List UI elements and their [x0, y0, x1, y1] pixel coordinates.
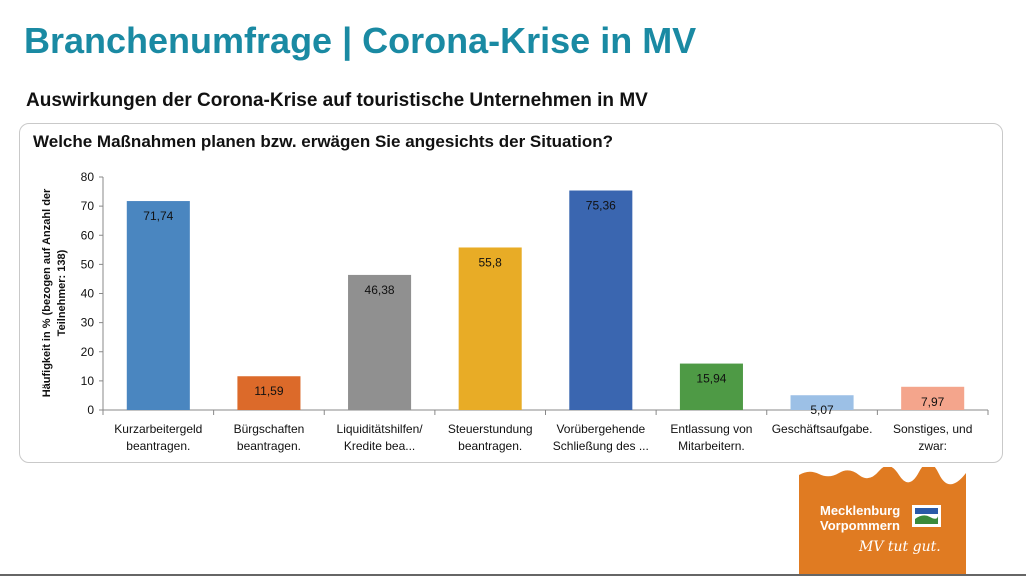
y-tick-label: 30 [81, 316, 95, 330]
logo-background [799, 467, 966, 576]
x-tick-label: Schließung des ... [553, 439, 649, 453]
data-label: 7,97 [921, 395, 945, 409]
logo-line2: Vorpommern [820, 518, 900, 533]
y-axis-label: Teilnehmer: 138) [56, 249, 68, 336]
x-tick-label: beantragen. [126, 439, 190, 453]
bar [126, 201, 190, 410]
chart-title: Welche Maßnahmen planen bzw. erwägen Sie… [33, 132, 614, 151]
y-tick-label: 40 [81, 287, 95, 301]
bar [679, 363, 743, 410]
y-tick-label: 0 [87, 403, 94, 417]
x-tick-label: beantragen. [237, 439, 301, 453]
x-tick-label: Kurzarbeitergeld [114, 422, 202, 436]
x-tick-label: Vorübergehende [556, 422, 645, 436]
x-tick-label: Bürgschaften [234, 422, 305, 436]
y-tick-label: 60 [81, 228, 95, 242]
bar [901, 386, 965, 410]
y-tick-label: 80 [81, 170, 95, 184]
page-title: Branchenumfrage | Corona-Krise in MV [24, 20, 697, 61]
y-tick-label: 10 [81, 374, 95, 388]
page-subtitle: Auswirkungen der Corona-Krise auf touris… [26, 90, 648, 111]
bar [458, 247, 522, 410]
data-label: 46,38 [365, 283, 395, 297]
y-tick-label: 70 [81, 199, 95, 213]
bottom-divider [0, 574, 1026, 576]
x-tick-label: Geschäftsaufgabe. [772, 422, 873, 436]
bar [348, 274, 412, 410]
x-tick-label: Entlassung von [670, 422, 752, 436]
data-label: 11,59 [254, 384, 283, 398]
data-label: 55,8 [479, 255, 503, 269]
x-tick-label: Liquiditätshilfen/ [337, 422, 424, 436]
x-tick-label: Sonstiges, und [893, 422, 972, 436]
bar-chart: 0 10 20 30 40 50 60 70 80 Häufigkeit in % (bezoge… [41, 170, 989, 453]
logo-slogan: MV tut gut. [858, 539, 941, 555]
y-axis-label: Häufigkeit in % (bezogen auf Anzahl der [41, 188, 53, 397]
data-label: 71,74 [143, 209, 173, 223]
x-tick-label: Mitarbeitern. [678, 439, 745, 453]
data-label: 75,36 [586, 199, 616, 213]
y-tick-label: 20 [81, 345, 95, 359]
x-tick-label: zwar: [918, 439, 947, 453]
bar [237, 376, 301, 410]
x-tick-label: Kredite bea... [344, 439, 415, 453]
x-tick-label: Steuerstundung [448, 422, 533, 436]
bar [569, 190, 633, 410]
mv-logo: Mecklenburg Vorpommern MV tut gut. [799, 467, 966, 576]
logo-flag-icon [912, 505, 941, 527]
data-label: 15,94 [696, 372, 726, 386]
data-label: 5,07 [810, 403, 834, 417]
logo-line1: Mecklenburg [820, 503, 900, 518]
x-tick-label: beantragen. [458, 439, 522, 453]
bar [790, 395, 854, 410]
y-tick-label: 50 [81, 257, 95, 271]
